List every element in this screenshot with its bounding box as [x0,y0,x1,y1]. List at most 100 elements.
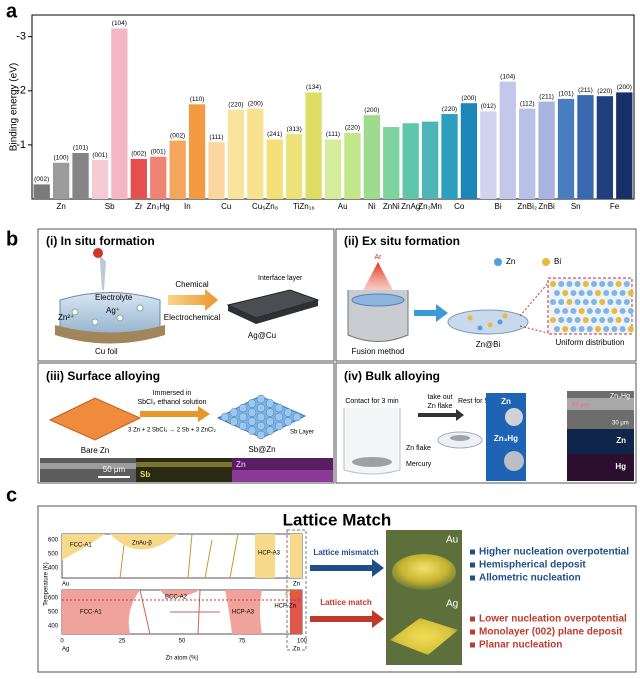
sphere [220,412,230,422]
atom [558,281,565,287]
bullet-mark [470,616,475,622]
bar [596,96,614,199]
bar [557,98,575,199]
sb-spheres [220,394,302,440]
label: Bare Zn [81,446,109,455]
sphere [256,421,266,431]
atom [591,299,597,305]
atom [607,317,614,323]
x-tick-label: Au [338,202,348,211]
atom [562,290,569,296]
panel-frame [37,362,335,484]
bar-label: (101) [558,91,573,98]
bullets: Higher nucleation overpotential Hemispher… [470,547,629,651]
sphere [274,412,284,422]
panel-title: (iv) Bulk alloying [344,369,440,383]
bar-label: (111) [209,134,223,141]
sphere [283,417,293,426]
atom [627,290,634,296]
bar [111,28,128,199]
atom [582,299,589,305]
atom [562,326,569,332]
x-tick-label: Zn₃Mn [418,202,442,211]
bar [441,114,458,199]
zn-bi-disc [447,309,529,335]
eds-layer [136,462,232,467]
atom [562,308,569,314]
label: 83 μm [572,403,589,409]
label: 3 Zn + 2 SbCl₃ → 2 Sb + 3 ZnCl₂ [128,428,216,434]
label: Fusion method [352,347,405,356]
label: HCP-Zn [274,604,296,610]
bullet-text: Hemispherical deposit [479,560,586,571]
atom [623,317,630,323]
bar [208,142,225,199]
bar-label: (001) [92,152,107,159]
sphere [265,417,275,426]
shape [467,315,473,321]
ions [71,304,144,326]
y-tick-label: -3 [16,31,26,43]
eds-layer [232,470,333,482]
tick-label: 400 [48,566,59,572]
panel-label: b [6,228,18,250]
shape [116,314,124,322]
bar-label: (012) [481,103,496,110]
atom [627,308,634,314]
bullet-mark [470,642,475,648]
melt [351,293,405,307]
panel-b: (i) In situ formation Electrolyte Ag⁺ Zn… [37,228,637,484]
label: Au [62,582,69,588]
phase-region [290,534,302,578]
x-tick-label: ZnBi [538,202,555,211]
label: Zn [293,647,300,653]
sphere [238,412,248,422]
sem-layer [567,398,634,410]
highlight-box [286,529,307,651]
atom [615,281,622,287]
atom [627,326,634,332]
arrow [310,559,384,577]
x-tick-label: TiZn₁₆ [293,202,315,211]
label: FCC-A1 [80,610,102,616]
tick-label: 100 [297,639,308,645]
sphere [247,408,257,417]
sphere [247,399,257,408]
sphere [229,417,239,426]
atom [603,290,610,296]
bar-label: (100) [54,154,69,161]
label: Rest for 5 h [458,398,494,405]
shape [71,308,79,316]
label: Ag [446,599,458,610]
x-tick-label: Co [454,202,465,211]
label: Interface layer [258,275,303,282]
x-tick-label: ZnAg [401,202,420,211]
atom [591,281,597,287]
atom [550,281,556,287]
bar [538,101,555,199]
zoom-lines [519,282,549,334]
label: Hg [615,462,626,471]
x-tick-label: Bi [495,202,502,211]
panel-c: Lattice Match FCC-A1 ZnAu-β HCP-A3 Au Zn… [37,505,637,673]
bar [188,104,206,199]
bar [616,92,633,199]
atom [570,308,577,314]
bar-label: (200) [461,95,476,102]
bar [499,81,516,199]
atom [554,308,560,314]
label: Lattice match [320,598,372,607]
x-tick-label: Zr [135,202,143,211]
arrow [168,289,218,311]
atom [615,299,622,305]
panel-title: (i) In situ formation [46,234,155,248]
phase-region [62,534,105,560]
atom [570,290,577,296]
tick-label: 75 [239,639,246,645]
label: HCP-A3 [258,551,281,557]
shape [91,318,99,326]
label: Au [446,535,458,546]
panel-label: c [6,484,17,506]
bullet-text: Higher nucleation overpotential [479,547,629,558]
atom [566,317,573,323]
